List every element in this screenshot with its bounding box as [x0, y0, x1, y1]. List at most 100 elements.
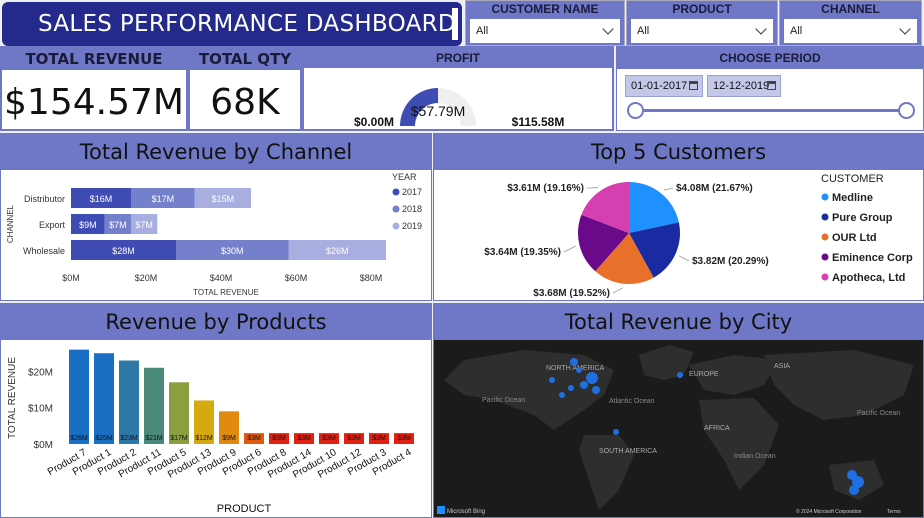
- product-bar: [194, 400, 214, 444]
- channel-bar-label: $16M: [90, 194, 113, 204]
- africa-land: [699, 398, 779, 490]
- product-bar-label: $3M: [322, 435, 336, 442]
- total-qty-value: 68K: [210, 82, 280, 123]
- map-credit-right: © 2024 Microsoft Corporation: [796, 508, 862, 515]
- map-label-asia: ASIA: [774, 363, 790, 370]
- start-date-value: 01-01-2017: [631, 80, 688, 92]
- legend-dot-icon: [821, 213, 829, 221]
- product-bar-label: $12M: [195, 435, 213, 442]
- map-label-na: NORTH AMERICA: [546, 365, 605, 372]
- product-dropdown[interactable]: All: [631, 19, 773, 43]
- channel-bar: [104, 214, 131, 234]
- legend-dot-icon: [392, 188, 400, 196]
- map-label-africa: AFRICA: [704, 425, 730, 432]
- channel-bar-label: $30M: [221, 246, 244, 256]
- channel-bar-label: $9M: [79, 220, 97, 230]
- product-bar-label: $3M: [347, 435, 361, 442]
- city-revenue-map[interactable]: NORTH AMERICA EUROPE ASIA Pacific Ocean …: [434, 340, 923, 517]
- period-slicer[interactable]: CHOOSE PERIOD 01-01-2017 12-12-2019: [616, 46, 924, 131]
- profit-label: PROFIT: [304, 48, 612, 68]
- legend-dot-icon: [821, 233, 829, 241]
- products-y-tick: $10M: [28, 404, 53, 415]
- legend-dot-icon: [821, 253, 829, 261]
- dashboard-title: SALES PERFORMANCE DASHBOARD: [38, 11, 456, 37]
- product-bar: [294, 433, 314, 444]
- asia-land: [764, 350, 914, 420]
- product-bar: [344, 433, 364, 444]
- products-y-axis-label: TOTAL REVENUE: [7, 357, 18, 439]
- channel-bar: [71, 214, 105, 234]
- product-bar-label: $9M: [222, 435, 236, 442]
- products-chart-title: Revenue by Products: [1, 304, 431, 340]
- pie-slice-label: $3.64M (19.35%): [484, 247, 561, 258]
- pie-leader-line: [678, 255, 690, 262]
- profit-value: $57.79M: [411, 103, 465, 119]
- profit-min: $0.00M: [354, 115, 394, 129]
- product-bar: [69, 349, 89, 444]
- pie-leader-line: [612, 287, 624, 294]
- channel-bar: [71, 188, 131, 208]
- product-dropdown-value: All: [637, 25, 650, 37]
- greenland-land: [639, 345, 694, 380]
- end-date-value: 12-12-2019: [713, 80, 770, 92]
- calendar-icon[interactable]: [767, 81, 776, 90]
- city-chart-title: Total Revenue by City: [434, 304, 923, 340]
- title-accent-bar: [452, 8, 458, 40]
- channel-bar-label: $7M: [109, 220, 127, 230]
- product-bar-label: $21M: [145, 435, 163, 442]
- south-america-land: [579, 435, 634, 510]
- total-revenue-card: TOTAL REVENUE $154.57M: [0, 46, 188, 131]
- channel-slicer[interactable]: CHANNEL All: [779, 0, 922, 46]
- end-date-input[interactable]: 12-12-2019: [707, 75, 781, 97]
- channel-category-label: Distributor: [24, 194, 65, 204]
- customer-dropdown[interactable]: All: [470, 19, 620, 43]
- product-bar-label: $3M: [297, 435, 311, 442]
- channel-bar: [71, 240, 176, 260]
- channel-dropdown-value: All: [790, 25, 803, 37]
- legend-dot-icon: [821, 273, 829, 281]
- customer-legend-item: Apotheca, Ltd: [832, 272, 905, 284]
- period-slider-start-handle[interactable]: [627, 102, 644, 119]
- start-date-input[interactable]: 01-01-2017: [625, 75, 703, 97]
- customer-legend-title: CUSTOMER: [821, 173, 884, 185]
- customer-dropdown-value: All: [476, 25, 489, 37]
- channel-category-label: Export: [39, 220, 66, 230]
- products-revenue-panel: Revenue by Products $0M $10M $20M TOTAL REV…: [0, 303, 432, 518]
- period-slider-end-handle[interactable]: [898, 102, 915, 119]
- pie-slice-label: $3.61M (19.16%): [507, 183, 584, 194]
- channel-dropdown[interactable]: All: [784, 19, 917, 43]
- north-america-land: [444, 350, 614, 430]
- calendar-icon[interactable]: [689, 81, 698, 90]
- pie-leader-line: [663, 187, 674, 191]
- bing-logo-icon: [437, 506, 445, 514]
- map-terms-link[interactable]: Terms: [887, 509, 901, 515]
- period-label: CHOOSE PERIOD: [617, 47, 923, 69]
- channel-bar-label: $17M: [152, 194, 175, 204]
- city-bubbles[interactable]: [549, 358, 864, 495]
- channel-x-tick: $0M: [62, 273, 80, 283]
- customer-slicer[interactable]: CUSTOMER NAME All: [465, 0, 625, 46]
- pie-slice-label: $4.08M (21.67%): [676, 183, 753, 194]
- product-bar: [169, 382, 189, 444]
- channel-bar-label: $15M: [212, 194, 235, 204]
- customer-legend-item: OUR Ltd: [832, 232, 877, 244]
- top-customers-pie: $4.08M (21.67%) Medline $3.82M (20.29%) Pur…: [484, 173, 913, 299]
- chevron-down-icon: [602, 23, 614, 35]
- gauge-fill: [400, 88, 438, 126]
- customer-slicer-label: CUSTOMER NAME: [491, 2, 599, 16]
- europe-land: [689, 355, 779, 395]
- pie-slice: [629, 222, 680, 278]
- city-revenue-panel: Total Revenue by City NORTH AMERICA EURO…: [433, 303, 924, 518]
- product-bar-label: $26M: [70, 435, 88, 442]
- pie-slice: [578, 214, 629, 272]
- period-slider-track[interactable]: [635, 109, 907, 112]
- product-bar-label: $3M: [272, 435, 286, 442]
- product-slicer[interactable]: PRODUCT All: [626, 0, 778, 46]
- legend-dot-icon: [821, 193, 829, 201]
- channel-bar-label: $26M: [326, 246, 349, 256]
- pie-slice-label: $3.68M (19.52%): [533, 288, 610, 299]
- profit-card: PROFIT $57.79M $0.00M $115.58M: [302, 46, 614, 131]
- channel-x-tick: $40M: [210, 273, 233, 283]
- channel-revenue-chart: Distributor $16M $17M $15M Export $9M $7M $7M Wh…: [6, 172, 422, 297]
